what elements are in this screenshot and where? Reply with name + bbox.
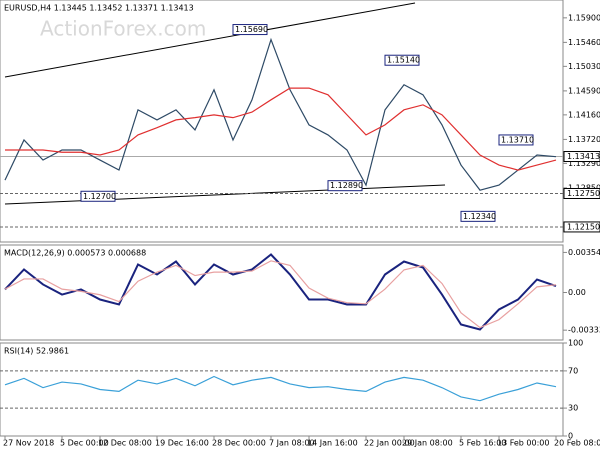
trend-line [4, 2, 416, 78]
series-line [4, 260, 557, 329]
trend-line [4, 184, 446, 205]
level-box [563, 187, 600, 199]
level-label: 1.12150 [567, 222, 600, 231]
y-tick-label: 0 [568, 432, 573, 441]
x-tick-label: 20 Feb 08:00 [554, 439, 600, 448]
annotation-box [384, 54, 420, 66]
panel-title: RSI(14) 52.9861 [4, 347, 69, 356]
main-frame [0, 0, 564, 243]
level-box [563, 221, 600, 233]
x-tick-label: 7 Jan 08:00 [269, 439, 315, 448]
y-tick-label: 1.14590 [568, 86, 600, 95]
annotation-box [232, 24, 268, 36]
x-tick-label: 5 Feb 16:00 [459, 439, 506, 448]
x-tick-label: 28 Dec 00:00 [212, 439, 266, 448]
x-tick-label: 29 Jan 08:00 [402, 439, 453, 448]
y-tick-label: 1.13290 [568, 159, 600, 168]
x-tick-label: 27 Nov 2018 [3, 439, 54, 448]
level-label: 1.12750 [567, 189, 600, 198]
y-tick-label: 30 [568, 404, 578, 413]
annotation-label: 1.15690 [235, 25, 268, 34]
y-tick-label: -0.003331 [568, 326, 600, 335]
annotation-label: 1.13710 [501, 135, 534, 144]
annotation-box [498, 134, 534, 146]
series-line [4, 37, 557, 191]
annotation-box [327, 180, 363, 192]
y-tick-label: 100 [568, 339, 583, 348]
rsi-frame [0, 342, 564, 437]
y-tick-label: 1.14160 [568, 110, 600, 119]
current-label: 1.13413 [567, 152, 600, 161]
annotation-box [80, 190, 116, 202]
x-tick-label: 14 Jan 16:00 [307, 439, 358, 448]
y-tick-label: 1.15900 [568, 13, 600, 22]
annotation-label: 1.12340 [463, 212, 496, 221]
annotation-box [460, 210, 496, 222]
y-tick-label: 1.15460 [568, 38, 600, 47]
x-tick-label: 5 Dec 00:00 [60, 439, 109, 448]
x-tick-label: 12 Dec 08:00 [98, 439, 152, 448]
y-tick-label: 1.15030 [568, 62, 600, 71]
y-tick-label: 70 [568, 366, 578, 375]
annotation-label: 1.12700 [83, 192, 116, 201]
series-line [4, 375, 557, 402]
series-line [4, 253, 557, 331]
annotation-label: 1.15140 [387, 56, 420, 65]
y-tick-label: 0.003544 [568, 248, 600, 257]
y-tick-label: 1.12850 [568, 183, 600, 192]
x-tick-label: 19 Dec 16:00 [155, 439, 209, 448]
annotation-label: 1.12890 [330, 181, 363, 190]
x-tick-label: 13 Feb 00:00 [497, 439, 549, 448]
watermark: ActionForex.com [40, 17, 206, 41]
y-tick-label: 0.00 [568, 288, 586, 297]
series-line [5, 87, 557, 171]
x-tick-label: 22 Jan 00:00 [364, 439, 415, 448]
panel-title: EURUSD,H4 1.13445 1.13452 1.13371 1.1341… [4, 4, 194, 13]
y-tick-label: 1.13720 [568, 135, 600, 144]
current-box [563, 151, 600, 163]
panel-title: MACD(12,26,9) 0.000573 0.000688 [4, 249, 146, 258]
